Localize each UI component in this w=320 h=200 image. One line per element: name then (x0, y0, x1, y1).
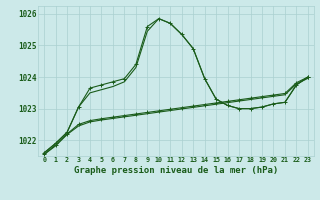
X-axis label: Graphe pression niveau de la mer (hPa): Graphe pression niveau de la mer (hPa) (74, 166, 278, 175)
